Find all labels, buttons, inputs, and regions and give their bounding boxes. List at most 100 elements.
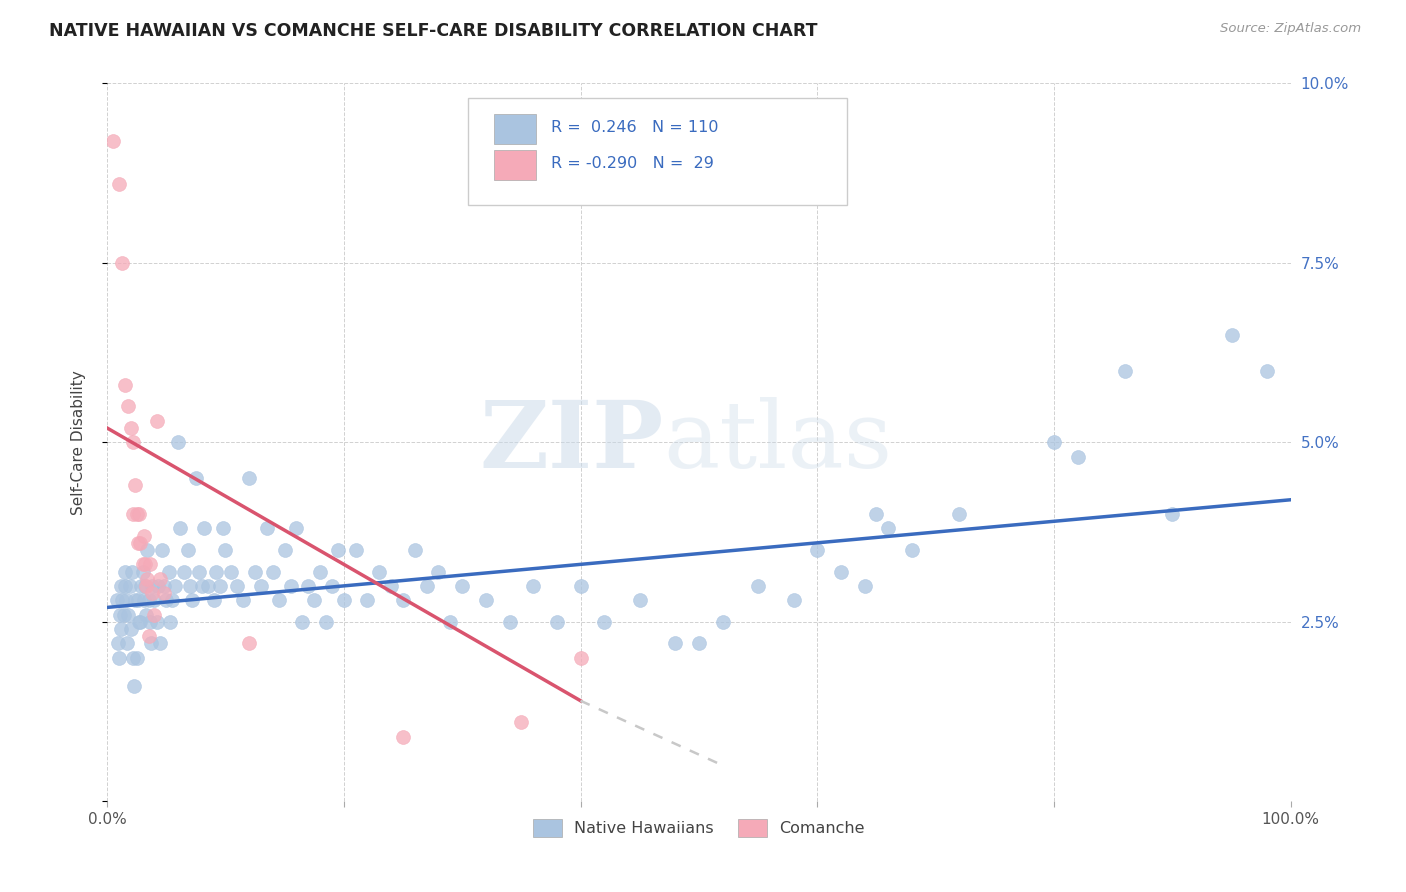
Point — [806, 543, 828, 558]
Point — [122, 507, 145, 521]
Point — [238, 636, 260, 650]
Point — [173, 565, 195, 579]
Point — [208, 579, 231, 593]
Point — [117, 400, 139, 414]
Point — [135, 607, 157, 622]
Text: R =  0.246   N = 110: R = 0.246 N = 110 — [551, 120, 718, 136]
Point — [392, 593, 415, 607]
Point — [127, 536, 149, 550]
Point — [510, 715, 533, 730]
Point — [155, 593, 177, 607]
Point — [243, 565, 266, 579]
Point — [280, 579, 302, 593]
Point — [202, 593, 225, 607]
Point — [475, 593, 498, 607]
Point — [146, 579, 169, 593]
Point — [628, 593, 651, 607]
Point — [114, 579, 136, 593]
Point — [344, 543, 367, 558]
Point — [747, 579, 769, 593]
Point — [141, 586, 163, 600]
Point — [125, 650, 148, 665]
Point — [711, 615, 734, 629]
Point — [315, 615, 337, 629]
Point — [149, 572, 172, 586]
Point — [108, 607, 131, 622]
Point — [146, 414, 169, 428]
Point — [112, 607, 135, 622]
Point — [107, 636, 129, 650]
Point — [143, 607, 166, 622]
Point — [256, 521, 278, 535]
Point — [415, 579, 437, 593]
Point — [522, 579, 544, 593]
Point — [114, 378, 136, 392]
Point — [136, 572, 159, 586]
Point — [153, 579, 176, 593]
Point — [179, 579, 201, 593]
Point — [131, 565, 153, 579]
Text: ZIP: ZIP — [479, 397, 664, 487]
Point — [948, 507, 970, 521]
Point — [877, 521, 900, 535]
Point — [1066, 450, 1088, 464]
Point — [181, 593, 204, 607]
Point — [830, 565, 852, 579]
Legend: Native Hawaiians, Comanche: Native Hawaiians, Comanche — [526, 813, 872, 844]
Point — [1220, 327, 1243, 342]
Point — [117, 607, 139, 622]
FancyBboxPatch shape — [494, 114, 536, 145]
Point — [321, 579, 343, 593]
Point — [427, 565, 450, 579]
Point — [782, 593, 804, 607]
Point — [184, 471, 207, 485]
Point — [250, 579, 273, 593]
Text: R = -0.290   N =  29: R = -0.290 N = 29 — [551, 156, 714, 171]
Point — [136, 543, 159, 558]
Point — [197, 579, 219, 593]
Point — [124, 593, 146, 607]
Y-axis label: Self-Care Disability: Self-Care Disability — [72, 370, 86, 515]
Text: atlas: atlas — [664, 397, 893, 487]
Point — [498, 615, 520, 629]
Point — [865, 507, 887, 521]
Point — [138, 629, 160, 643]
Point — [188, 565, 211, 579]
Point — [110, 579, 132, 593]
Point — [569, 650, 592, 665]
Point — [302, 593, 325, 607]
Point — [439, 615, 461, 629]
Point — [138, 558, 160, 572]
Point — [392, 730, 415, 744]
Point — [159, 615, 181, 629]
Point — [267, 593, 290, 607]
Point — [131, 579, 153, 593]
Point — [108, 177, 131, 191]
FancyBboxPatch shape — [494, 150, 536, 180]
Point — [333, 593, 356, 607]
Text: NATIVE HAWAIIAN VS COMANCHE SELF-CARE DISABILITY CORRELATION CHART: NATIVE HAWAIIAN VS COMANCHE SELF-CARE DI… — [49, 22, 818, 40]
Point — [664, 636, 686, 650]
Point — [853, 579, 876, 593]
Point — [129, 536, 152, 550]
Point — [238, 471, 260, 485]
Point — [124, 679, 146, 693]
Point — [160, 593, 183, 607]
Point — [273, 543, 295, 558]
Point — [111, 256, 134, 270]
Point — [129, 615, 152, 629]
Point — [141, 579, 163, 593]
Point — [108, 650, 131, 665]
Point — [176, 543, 198, 558]
Point — [232, 593, 254, 607]
Point — [193, 521, 215, 535]
Point — [135, 579, 157, 593]
Point — [688, 636, 710, 650]
Point — [212, 521, 235, 535]
Point — [143, 593, 166, 607]
Point — [115, 636, 138, 650]
Point — [138, 593, 160, 607]
Point — [356, 593, 378, 607]
Point — [138, 615, 160, 629]
Point — [120, 421, 142, 435]
